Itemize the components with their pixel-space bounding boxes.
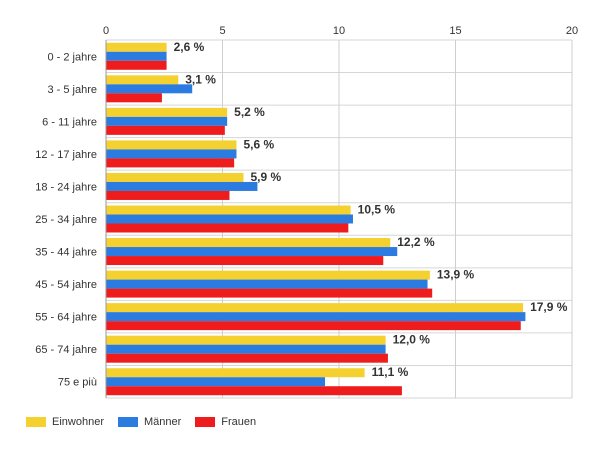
- bar-einwohner[interactable]: [106, 172, 244, 182]
- bar-einwohner[interactable]: [106, 238, 391, 248]
- x-tick-label: 20: [566, 25, 578, 37]
- bar-frauen[interactable]: [106, 386, 402, 396]
- bar-einwohner[interactable]: [106, 205, 351, 215]
- category-label: 65 - 74 jahre: [35, 344, 97, 356]
- bar-einwohner[interactable]: [106, 335, 386, 345]
- x-tick-label: 15: [449, 25, 461, 37]
- bar-mnner[interactable]: [106, 279, 428, 289]
- category-label: 35 - 44 jahre: [35, 247, 97, 259]
- data-label: 5,2 %: [234, 105, 265, 119]
- bar-einwohner[interactable]: [106, 107, 228, 117]
- bar-frauen[interactable]: [106, 93, 162, 103]
- bar-mnner[interactable]: [106, 312, 526, 322]
- data-label: 2,6 %: [174, 40, 205, 54]
- x-tick-label: 5: [219, 25, 225, 37]
- bar-frauen[interactable]: [106, 223, 349, 233]
- legend-label: Frauen: [221, 416, 257, 428]
- data-label: 5,9 %: [250, 170, 281, 184]
- data-labels: 2,6 % 3,1 % 5,2 % 5,6 % 5,9 % 10,5 % 12,2 % 13,…: [174, 40, 568, 379]
- bar-einwohner[interactable]: [106, 42, 167, 52]
- bar-frauen[interactable]: [106, 190, 230, 200]
- data-label: 10,5 %: [358, 203, 396, 217]
- legend-swatch: [117, 417, 138, 427]
- legend-label: Männer: [143, 416, 182, 428]
- legend: Einwohner Männer Frauen: [26, 416, 270, 428]
- data-label: 13,9 %: [437, 268, 475, 282]
- bar-mnner[interactable]: [106, 51, 167, 61]
- bar-mnner[interactable]: [106, 181, 258, 191]
- data-label: 3,1 %: [185, 72, 216, 86]
- data-label: 12,0 %: [393, 333, 431, 347]
- category-label: 3 - 5 jahre: [47, 84, 97, 96]
- bar-einwohner[interactable]: [106, 270, 430, 280]
- data-label: 12,2 %: [397, 235, 435, 249]
- bar-einwohner[interactable]: [106, 75, 179, 85]
- category-label: 0 - 2 jahre: [47, 51, 97, 63]
- bar-mnner[interactable]: [106, 377, 326, 387]
- legend-swatch: [26, 417, 46, 427]
- x-tick-label: 10: [333, 25, 345, 37]
- bar-mnner[interactable]: [106, 344, 386, 354]
- bar-group: [106, 42, 526, 396]
- data-label: 17,9 %: [530, 300, 568, 314]
- category-label: 25 - 34 jahre: [35, 214, 97, 226]
- value-axis: 0 5 10 15 20: [103, 25, 578, 398]
- bar-frauen[interactable]: [106, 125, 225, 135]
- bar-frauen[interactable]: [106, 158, 235, 168]
- bar-frauen[interactable]: [106, 288, 433, 298]
- category-label: 12 - 17 jahre: [35, 149, 97, 161]
- category-label: 45 - 54 jahre: [35, 279, 97, 291]
- category-label: 18 - 24 jahre: [35, 181, 97, 193]
- bar-einwohner[interactable]: [106, 303, 524, 313]
- data-label: 11,1 %: [372, 365, 409, 379]
- bar-frauen[interactable]: [106, 353, 388, 363]
- bar-frauen[interactable]: [106, 256, 384, 266]
- bar-mnner[interactable]: [106, 149, 237, 159]
- legend-swatch: [195, 417, 216, 427]
- bar-einwohner[interactable]: [106, 140, 237, 150]
- bar-frauen[interactable]: [106, 60, 167, 70]
- legend-item-frauen[interactable]: Frauen: [195, 416, 256, 428]
- bar-mnner[interactable]: [106, 84, 193, 94]
- bar-mnner[interactable]: [106, 214, 353, 224]
- category-label: 55 - 64 jahre: [35, 312, 97, 324]
- bar-mnner[interactable]: [106, 247, 398, 257]
- data-label: 5,6 %: [243, 137, 274, 151]
- x-tick-label: 0: [103, 25, 109, 37]
- bar-frauen[interactable]: [106, 321, 521, 331]
- legend-label: Einwohner: [52, 416, 104, 428]
- legend-item-maenner[interactable]: Männer: [117, 416, 182, 428]
- bar-einwohner[interactable]: [106, 368, 365, 378]
- category-axis: 0 - 2 jahre 3 - 5 jahre 6 - 11 jahre 12 - 1…: [35, 51, 97, 388]
- bar-mnner[interactable]: [106, 116, 228, 126]
- category-label: 75 e più: [58, 377, 97, 389]
- legend-item-einwohner[interactable]: Einwohner: [26, 416, 104, 428]
- category-label: 6 - 11 jahre: [42, 116, 97, 128]
